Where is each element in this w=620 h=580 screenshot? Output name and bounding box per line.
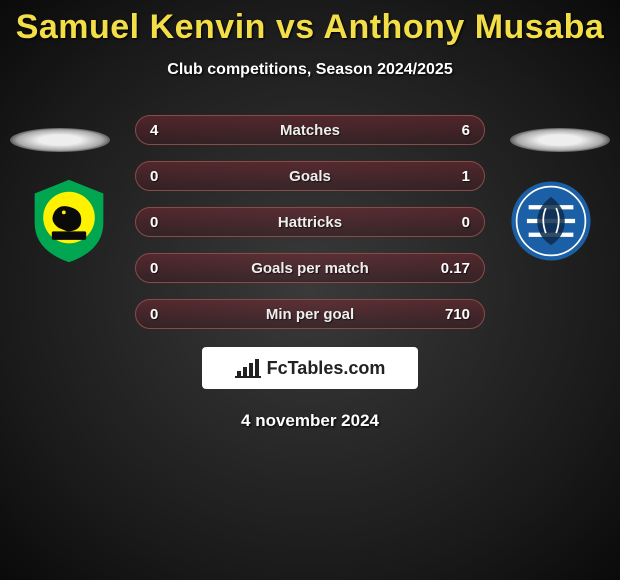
stat-label: Hattricks [278, 214, 342, 231]
club-crest-right [508, 178, 594, 264]
sheffield-wed-crest-icon [508, 178, 594, 264]
club-crest-left [26, 178, 112, 264]
stat-left-value: 0 [150, 260, 158, 277]
stats-rows: 4 Matches 6 0 Goals 1 0 Hattricks 0 0 Goals per ma… [135, 115, 485, 329]
brand-label: FcTables.com [267, 358, 386, 379]
stat-left-value: 0 [150, 306, 158, 323]
date-label: 4 november 2024 [0, 411, 620, 431]
player2-name: Anthony Musaba [323, 8, 604, 46]
stat-label: Goals per match [251, 260, 369, 277]
stat-label: Goals [289, 168, 331, 185]
vs-text: vs [276, 8, 315, 46]
stat-row: 0 Hattricks 0 [135, 207, 485, 237]
stat-left-value: 0 [150, 214, 158, 231]
stat-right-value: 0.17 [441, 260, 470, 277]
stat-row: 0 Goals 1 [135, 161, 485, 191]
stat-label: Matches [280, 122, 340, 139]
norwich-crest-icon [26, 178, 112, 264]
stat-right-value: 0 [462, 214, 470, 231]
stat-label: Min per goal [266, 306, 354, 323]
brand-box[interactable]: FcTables.com [202, 347, 418, 389]
bar-chart-icon [235, 357, 261, 379]
stat-right-value: 710 [445, 306, 470, 323]
stat-right-value: 6 [462, 122, 470, 139]
stat-left-value: 4 [150, 122, 158, 139]
shadow-right [510, 128, 610, 152]
player1-name: Samuel Kenvin [16, 8, 266, 46]
stat-right-value: 1 [462, 168, 470, 185]
subtitle: Club competitions, Season 2024/2025 [0, 61, 620, 79]
stat-row: 4 Matches 6 [135, 115, 485, 145]
stat-row: 0 Min per goal 710 [135, 299, 485, 329]
shadow-left [10, 128, 110, 152]
page-title: Samuel Kenvin vs Anthony Musaba [0, 0, 620, 47]
stat-left-value: 0 [150, 168, 158, 185]
stat-row: 0 Goals per match 0.17 [135, 253, 485, 283]
